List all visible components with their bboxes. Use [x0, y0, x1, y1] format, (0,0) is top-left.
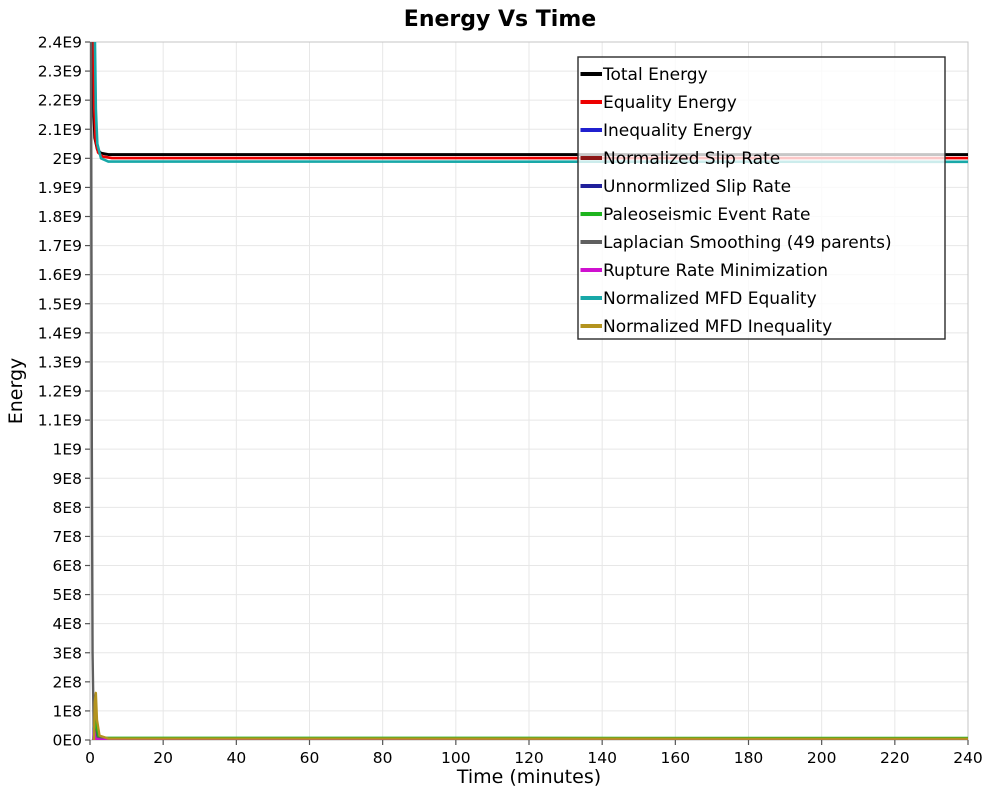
y-tick-label: 2.1E9 [38, 121, 82, 139]
legend-entry-label: Rupture Rate Minimization [603, 261, 828, 281]
y-tick-label: 4E8 [52, 615, 82, 633]
x-tick-label: 160 [661, 749, 691, 767]
legend-entry: Laplacian Smoothing (49 parents) [580, 233, 892, 253]
y-tick-label: 1E9 [52, 441, 82, 459]
legend-entry: Total Energy [580, 65, 708, 85]
x-tick-label: 0 [85, 749, 95, 767]
axis-tick-marks [85, 41, 969, 745]
legend-box [577, 56, 946, 340]
legend: Total Energy Equality Energy Inequality En… [577, 56, 946, 340]
y-tick-label: 1.3E9 [38, 353, 82, 371]
legend-entry-label: Normalized Slip Rate [603, 149, 780, 169]
x-tick-label: 100 [441, 749, 471, 767]
legend-entry-label: Equality Energy [603, 93, 737, 113]
x-tick-label: 200 [807, 749, 837, 767]
legend-entry: Inequality Energy [580, 121, 752, 141]
y-tick-label: 1.5E9 [38, 295, 82, 313]
y-tick-label: 3E8 [52, 644, 82, 662]
legend-entry-label: Total Energy [602, 65, 708, 85]
legend-entry-label: Paleoseismic Event Rate [603, 205, 811, 225]
legend-entry-label: Inequality Energy [603, 121, 752, 141]
series-lines [90, 42, 968, 740]
y-tick-label: 2.2E9 [38, 92, 82, 110]
y-tick-label: 6E8 [52, 557, 82, 575]
legend-entry-label: Unnormlized Slip Rate [603, 177, 791, 197]
y-tick-label: 1.1E9 [38, 412, 82, 430]
legend-entry-label: Normalized MFD Inequality [603, 317, 832, 337]
y-tick-label: 8E8 [52, 499, 82, 517]
x-tick-label: 60 [300, 749, 320, 767]
y-tick-label: 2E9 [52, 150, 82, 168]
x-tick-label: 40 [226, 749, 246, 767]
y-tick-label: 5E8 [52, 586, 82, 604]
y-tick-label: 2.4E9 [38, 34, 82, 52]
chart-title: Energy Vs Time [404, 7, 596, 32]
x-tick-label: 240 [953, 749, 983, 767]
legend-entry-label: Laplacian Smoothing (49 parents) [603, 233, 892, 253]
y-tick-label: 1.2E9 [38, 383, 82, 401]
y-tick-label: 1.8E9 [38, 208, 82, 226]
legend-entry: Normalized MFD Equality [580, 289, 817, 309]
y-tick-label: 7E8 [52, 528, 82, 546]
legend-entry: Unnormlized Slip Rate [580, 177, 791, 197]
legend-entry: Normalized Slip Rate [580, 149, 780, 169]
series-line [93, 42, 968, 164]
x-tick-label: 220 [880, 749, 910, 767]
y-tick-label: 1.9E9 [38, 179, 82, 197]
y-tick-label: 1E8 [52, 702, 82, 720]
legend-entry: Rupture Rate Minimization [580, 261, 828, 281]
x-tick-label: 80 [373, 749, 393, 767]
x-tick-label: 140 [587, 749, 617, 767]
y-axis-tick-labels: 0E0 1E8 2E8 3E8 4E8 5E8 6E8 7E8 8E8 9E8 1E9 1.1E9 1.… [38, 34, 82, 750]
x-tick-label: 20 [153, 749, 173, 767]
x-tick-label: 120 [514, 749, 544, 767]
y-tick-label: 1.4E9 [38, 324, 82, 342]
legend-entry: Equality Energy [580, 93, 737, 113]
legend-entry-label: Normalized MFD Equality [603, 289, 817, 309]
x-axis-tick-labels: 0 20 40 60 80 100 120 140 160 180 200 220 240 [85, 749, 983, 767]
y-axis-title: Energy [5, 358, 27, 425]
y-tick-label: 1.6E9 [38, 266, 82, 284]
y-tick-label: 9E8 [52, 470, 82, 488]
y-tick-label: 2.3E9 [38, 63, 82, 81]
y-tick-label: 0E0 [52, 732, 82, 750]
series-line [92, 691, 968, 740]
x-axis-title: Time (minutes) [456, 766, 601, 788]
legend-entry: Normalized MFD Inequality [580, 317, 832, 337]
y-tick-label: 2E8 [52, 673, 82, 691]
y-tick-label: 1.7E9 [38, 237, 82, 255]
x-tick-label: 180 [734, 749, 764, 767]
legend-entry: Paleoseismic Event Rate [580, 205, 811, 225]
